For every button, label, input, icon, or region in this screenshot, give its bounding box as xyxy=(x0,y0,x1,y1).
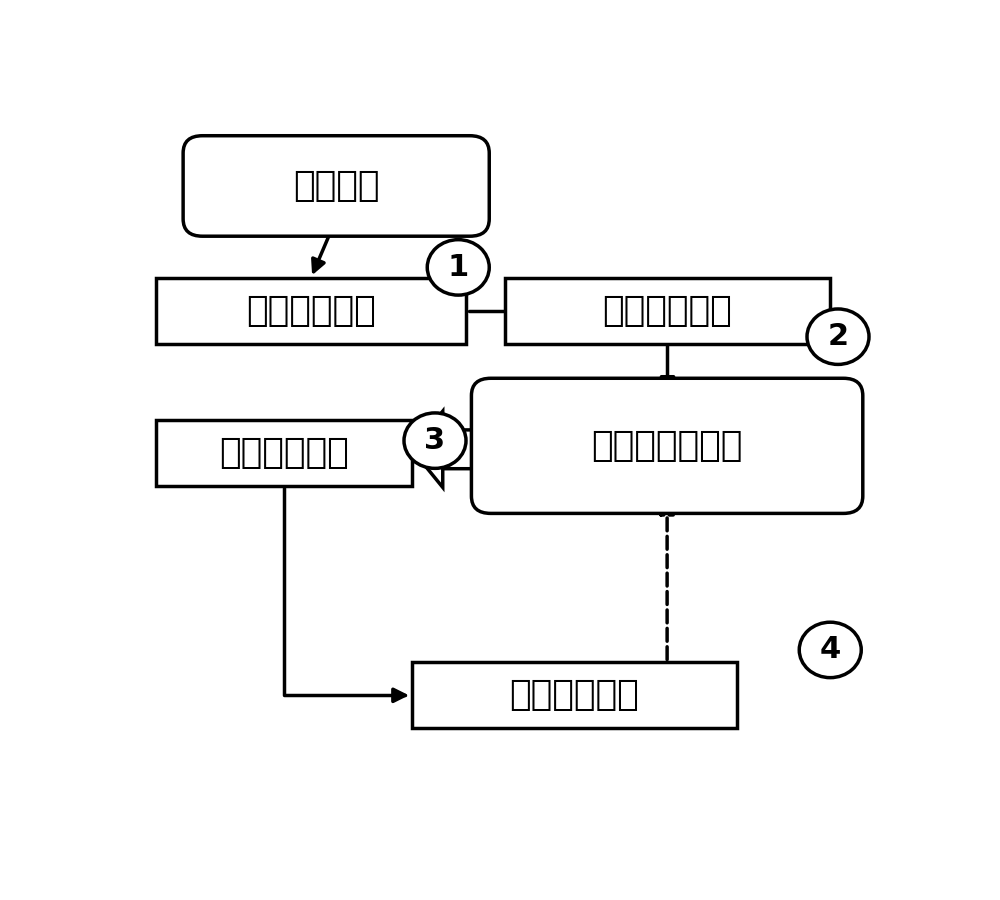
Circle shape xyxy=(427,239,489,295)
FancyBboxPatch shape xyxy=(183,136,489,236)
Text: 1: 1 xyxy=(448,253,469,282)
Bar xyxy=(412,662,737,728)
FancyBboxPatch shape xyxy=(471,378,863,513)
Text: 3: 3 xyxy=(424,426,446,455)
Polygon shape xyxy=(412,411,491,488)
Text: 电器模型建立: 电器模型建立 xyxy=(603,293,732,328)
Circle shape xyxy=(404,413,466,468)
Text: 电器负荷印记库: 电器负荷印记库 xyxy=(591,428,743,463)
Circle shape xyxy=(799,622,861,678)
Text: 负荷特征提取: 负荷特征提取 xyxy=(246,293,376,328)
Text: 负荷状态监测: 负荷状态监测 xyxy=(219,436,349,470)
Bar xyxy=(156,419,412,486)
Text: 电器自主标注: 电器自主标注 xyxy=(510,679,639,712)
Bar xyxy=(156,278,466,344)
Text: 4: 4 xyxy=(820,635,841,664)
Text: 2: 2 xyxy=(827,322,849,351)
Text: 总量数据: 总量数据 xyxy=(293,169,379,203)
Circle shape xyxy=(807,309,869,365)
Bar xyxy=(505,278,830,344)
